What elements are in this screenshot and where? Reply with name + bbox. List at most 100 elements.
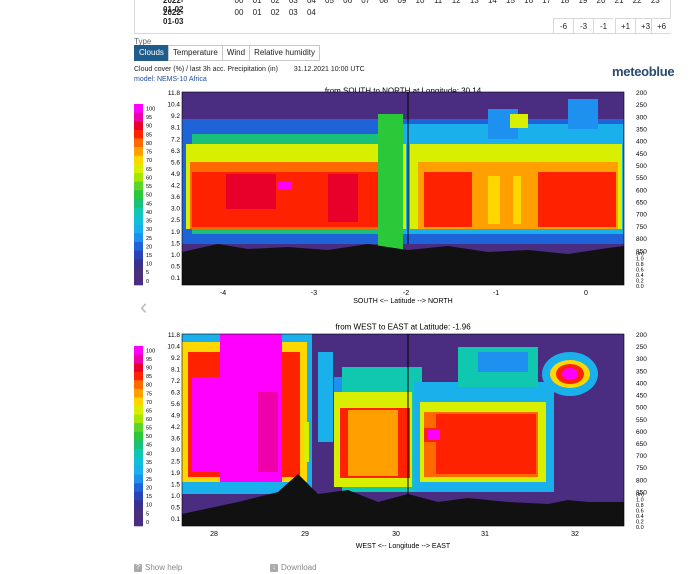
pressure-tick-label: 750 [636, 224, 647, 231]
precip-tick-label: 0.6 [636, 509, 644, 515]
colorbar-swatch [134, 346, 143, 355]
hour-cell[interactable]: 22 [632, 0, 642, 5]
colorbar-label: 5 [146, 511, 149, 517]
y-tick-label: 11.8 [168, 332, 181, 339]
show-help-label: Show help [145, 563, 183, 572]
hour-cell[interactable]: 03 [288, 8, 298, 17]
shift-minus-6-button[interactable]: -6 [553, 18, 573, 33]
hour-cell[interactable]: 04 [306, 0, 316, 5]
shift-minus-1-button[interactable]: -1 [593, 18, 613, 33]
x-axis-label: WEST <-- Longitude --> EAST [356, 543, 451, 550]
hour-cell[interactable]: 04 [306, 8, 316, 17]
y-axis-right-pressure: 200 250 300 350 400 450 500 550 600 650 700 750 800 8… [636, 332, 647, 496]
time-shift-controls: -6 -3 -1 +1 +3 +6 [135, 18, 671, 33]
precip-axis: (in)1.00.80.60.40.20.0 [636, 492, 644, 531]
hour-cell[interactable]: 10 [415, 0, 425, 5]
download-link[interactable]: ↓ Download [270, 563, 317, 572]
x-axis-ticks: 28 29 30 31 32 [210, 531, 579, 538]
shift-plus-6-button[interactable]: +6 [651, 18, 671, 33]
hour-cell[interactable]: 08 [379, 0, 389, 5]
precip-tick-label: 0.8 [636, 503, 644, 509]
y-tick-label: 9.2 [171, 113, 180, 120]
tab-relative-humidity[interactable]: Relative humidity [249, 45, 320, 61]
colorbar-label: 5 [146, 270, 149, 276]
colorbar-swatch [134, 500, 143, 510]
precip-tick-label: 0.0 [636, 525, 644, 531]
hour-cell[interactable]: 18 [560, 0, 570, 5]
colorbar-label: 0 [146, 279, 149, 285]
hour-cell[interactable]: 07 [361, 0, 371, 5]
hour-cell[interactable]: 00 [234, 8, 244, 17]
cross-section-chart-west-east: from WEST to EAST at Latitude: -1.96 100… [134, 323, 647, 550]
colorbar-label: 40 [146, 451, 152, 457]
tab-clouds[interactable]: Clouds [134, 45, 169, 61]
hour-cell[interactable]: 19 [578, 0, 588, 5]
colorbar-swatch [134, 172, 143, 182]
colorbar-swatch [134, 448, 143, 458]
colorbar-label: 35 [146, 460, 152, 466]
pressure-tick-label: 250 [636, 102, 647, 109]
tab-wind[interactable]: Wind [221, 45, 251, 61]
hour-cell[interactable]: 05 [325, 0, 334, 5]
meteoblue-logo: meteoblue [612, 64, 675, 79]
y-tick-label: 3.0 [171, 447, 180, 454]
colorbar-swatch [134, 414, 143, 424]
hour-cell[interactable]: 06 [343, 0, 353, 5]
colorbar-swatch [134, 233, 143, 243]
chart-title: from WEST to EAST at Latitude: -1.96 [335, 323, 471, 332]
hour-cell[interactable]: 09 [397, 0, 407, 5]
hour-cell[interactable]: 01 [252, 8, 262, 17]
colorbar-label: 50 [146, 193, 152, 199]
hour-cell[interactable]: 00 [234, 0, 244, 5]
hour-cell[interactable]: 20 [596, 0, 606, 5]
precip-tick-label: 0.8 [636, 262, 644, 268]
pressure-tick-label: 850 [636, 489, 647, 496]
colorbar-label: 85 [146, 374, 152, 380]
y-tick-label: 2.5 [171, 459, 180, 466]
hour-cell[interactable]: 13 [469, 0, 479, 5]
shift-plus-1-button[interactable]: +1 [615, 18, 635, 33]
colorbar-label: 35 [146, 219, 152, 225]
hour-cell[interactable]: 12 [451, 0, 461, 5]
y-tick-label: 10.4 [167, 344, 180, 351]
precip-axis: (in)1.00.80.60.40.20.0 [636, 251, 644, 290]
precip-tick-label: 1.0 [636, 257, 644, 263]
pressure-tick-label: 300 [636, 356, 647, 363]
previous-arrow-icon[interactable]: ‹ [140, 294, 148, 319]
colorbar: 1009590858075706560555045403530252015105… [134, 104, 155, 286]
hour-cell[interactable]: 21 [614, 0, 624, 5]
hour-cell[interactable]: 16 [524, 0, 534, 5]
hour-cell[interactable]: 11 [433, 0, 443, 5]
colorbar-label: 15 [146, 494, 152, 500]
hour-cell[interactable]: 03 [288, 0, 298, 5]
precip-tick-label: 0.2 [636, 278, 644, 284]
y-tick-label: 1.5 [171, 240, 180, 247]
colorbar-label: 25 [146, 477, 152, 483]
shift-plus-3-button[interactable]: +3 [635, 18, 655, 33]
colorbar-label: 10 [146, 503, 152, 509]
tab-temperature[interactable]: Temperature [167, 45, 223, 61]
hour-cell[interactable]: 02 [270, 0, 280, 5]
show-help-link[interactable]: ? Show help [134, 563, 182, 572]
date-label: 2022-01-03 [163, 8, 184, 26]
colorbar-label: 55 [146, 184, 152, 190]
pressure-tick-label: 400 [636, 380, 647, 387]
hour-cell[interactable]: 23 [650, 0, 660, 5]
x-tick-label: -2 [403, 290, 409, 297]
colorbar-label: 20 [146, 244, 152, 250]
colorbar-swatch [134, 388, 143, 398]
colorbar-label: 75 [146, 150, 152, 156]
hour-cell[interactable]: 15 [506, 0, 515, 5]
hour-cell[interactable]: 02 [270, 8, 280, 17]
hour-cell[interactable]: 14 [487, 0, 497, 5]
hour-cell[interactable]: 01 [252, 0, 262, 5]
colorbar-swatch [134, 250, 143, 260]
x-tick-label: -3 [311, 290, 317, 297]
colorbar-swatch [134, 104, 143, 113]
colorbar-label: 55 [146, 426, 152, 432]
colorbar-label: 100 [146, 348, 155, 354]
shift-minus-3-button[interactable]: -3 [573, 18, 593, 33]
colorbar-swatch [134, 406, 143, 415]
hour-cell[interactable]: 17 [542, 0, 552, 5]
y-tick-label: 4.9 [171, 413, 180, 420]
